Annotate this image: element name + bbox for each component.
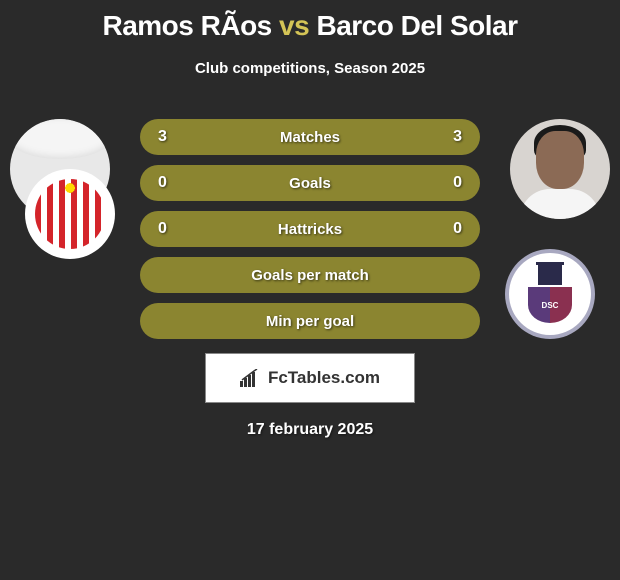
stat-label: Matches bbox=[280, 129, 340, 146]
stat-label: Hattricks bbox=[278, 221, 342, 238]
vs-text: vs bbox=[279, 10, 309, 41]
stat-row-matches: 3 Matches 3 bbox=[140, 119, 480, 155]
stat-row-hattricks: 0 Hattricks 0 bbox=[140, 211, 480, 247]
stat-row-goals: 0 Goals 0 bbox=[140, 165, 480, 201]
club2-logo: DSC bbox=[505, 249, 595, 339]
club2-shield-text: DSC bbox=[528, 287, 572, 323]
brand-text: FcTables.com bbox=[268, 368, 380, 388]
player2-photo bbox=[510, 119, 610, 219]
date-text: 17 february 2025 bbox=[0, 421, 620, 439]
club1-logo bbox=[25, 169, 115, 259]
stat-row-min-per-goal: Min per goal bbox=[140, 303, 480, 339]
player2-name: Barco Del Solar bbox=[316, 10, 517, 41]
chart-icon bbox=[240, 369, 262, 387]
stat-right-val: 0 bbox=[432, 174, 462, 192]
stat-label: Goals bbox=[289, 175, 331, 192]
comparison-title: Ramos RÃos vs Barco Del Solar bbox=[0, 0, 620, 42]
stat-row-goals-per-match: Goals per match bbox=[140, 257, 480, 293]
content-area: DSC 3 Matches 3 0 Goals 0 0 Hattricks 0 … bbox=[0, 119, 620, 439]
stat-label: Goals per match bbox=[251, 267, 369, 284]
stat-left-val: 0 bbox=[158, 220, 188, 238]
subtitle: Club competitions, Season 2025 bbox=[0, 60, 620, 77]
stats-container: 3 Matches 3 0 Goals 0 0 Hattricks 0 Goal… bbox=[140, 119, 480, 339]
player1-name: Ramos RÃos bbox=[102, 10, 271, 41]
stat-label: Min per goal bbox=[266, 313, 354, 330]
brand-box: FcTables.com bbox=[205, 353, 415, 403]
stat-right-val: 0 bbox=[432, 220, 462, 238]
stat-left-val: 3 bbox=[158, 128, 188, 146]
stat-left-val: 0 bbox=[158, 174, 188, 192]
stat-right-val: 3 bbox=[432, 128, 462, 146]
